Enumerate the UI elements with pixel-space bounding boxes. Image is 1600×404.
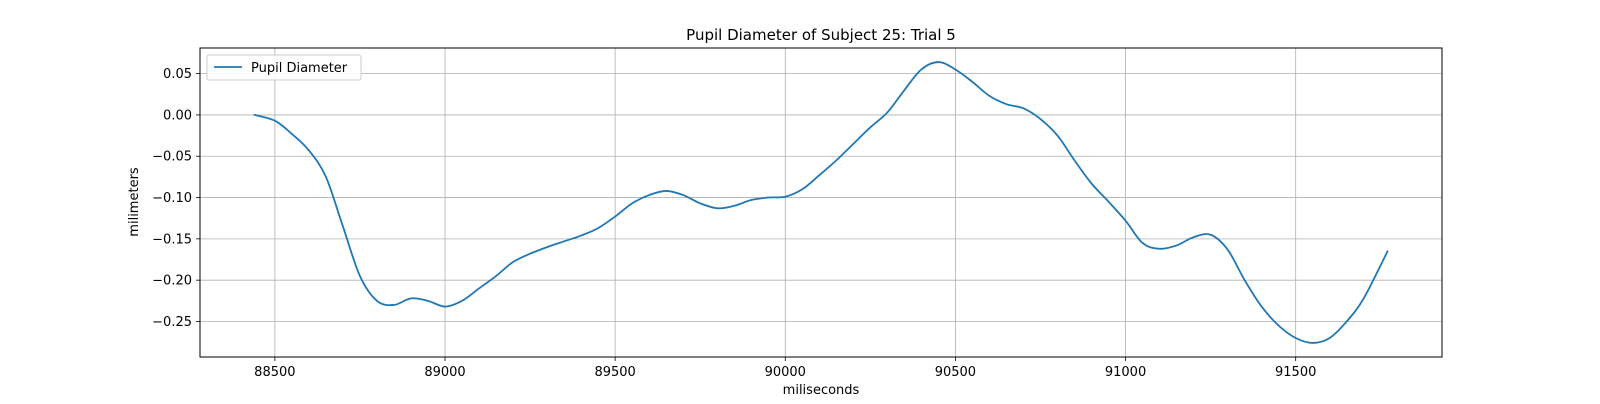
y-axis-label: milimeters (127, 167, 142, 237)
y-tick-label: 0.05 (163, 67, 192, 82)
y-tick-label: 0.00 (163, 108, 192, 123)
x-tick-label: 89500 (594, 365, 635, 380)
x-axis-label: miliseconds (783, 383, 860, 398)
plot-area-frame (199, 47, 1443, 358)
y-tick-label: −0.10 (152, 191, 192, 206)
chart-title: Pupil Diameter of Subject 25: Trial 5 (686, 26, 956, 44)
series-line-pupil-diameter (253, 61, 1389, 344)
series (253, 61, 1389, 344)
x-tick-label: 91500 (1275, 365, 1316, 380)
y-tick-label: −0.05 (152, 150, 192, 165)
y-tick-label: −0.25 (152, 315, 192, 330)
y-tick-label: −0.15 (152, 232, 192, 247)
legend: Pupil Diameter (206, 54, 362, 81)
x-tick-label: 90500 (935, 365, 976, 380)
y-tick-label: −0.20 (152, 274, 192, 289)
x-tick-label: 91000 (1105, 365, 1146, 380)
legend-label-pupil-diameter: Pupil Diameter (251, 61, 348, 76)
x-tick-label: 88500 (254, 365, 295, 380)
legend-box (206, 54, 362, 81)
x-tick-label: 90000 (765, 365, 806, 380)
grid (200, 48, 1442, 357)
x-tick-label: 89000 (424, 365, 465, 380)
ticks: 88500 89000 89500 90000 90500 91000 91500 −0.25… (152, 67, 1316, 380)
